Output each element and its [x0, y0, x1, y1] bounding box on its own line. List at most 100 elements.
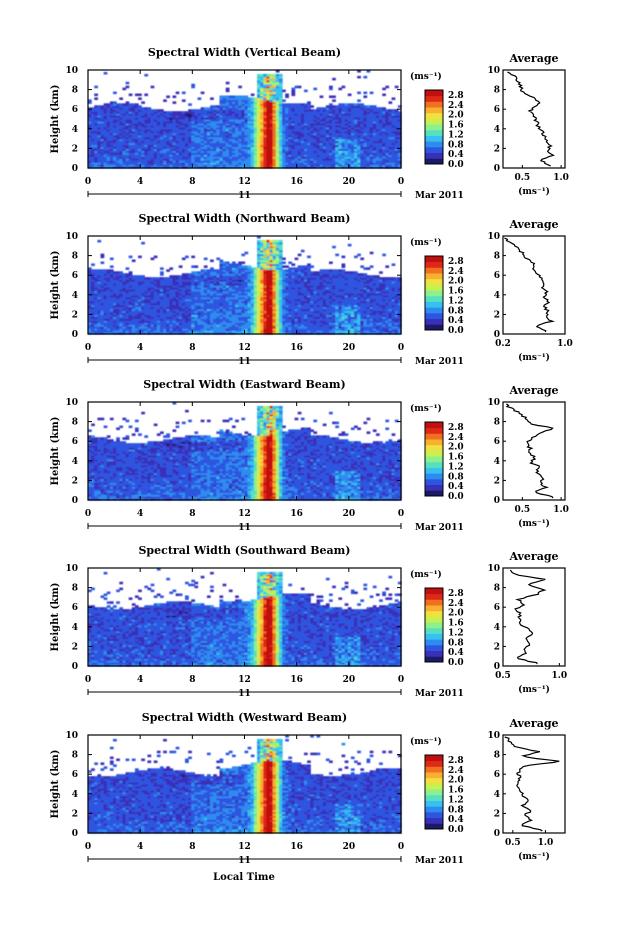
heatmap-cell — [125, 142, 130, 146]
heatmap-cell — [375, 126, 380, 130]
heatmap-cell — [166, 95, 170, 99]
heatmap-cell — [97, 152, 102, 155]
heatmap-cell — [153, 314, 158, 317]
heatmap-cell — [159, 130, 164, 134]
heatmap-cell — [178, 126, 183, 130]
heatmap-cell — [113, 281, 117, 284]
heatmap-cell — [278, 150, 283, 153]
heatmap-cell — [191, 285, 196, 288]
heatmap-cell — [200, 124, 205, 128]
heatmap-cell — [94, 128, 98, 132]
heatmap-cell — [197, 316, 202, 319]
heatmap-cell — [382, 162, 386, 165]
heatmap-cell — [97, 332, 102, 335]
heatmap-cell — [94, 285, 98, 288]
heatmap-cell — [94, 105, 98, 108]
heatmap-cell — [203, 122, 208, 126]
heatmap-cell — [285, 132, 289, 136]
heatmap-cell — [203, 296, 208, 300]
heatmap-cell — [247, 99, 252, 102]
heatmap-cell — [203, 109, 208, 112]
heatmap-cell — [325, 148, 330, 151]
heatmap-cell — [369, 122, 374, 126]
heatmap-cell — [228, 300, 233, 304]
heatmap-cell — [194, 304, 199, 308]
heatmap-cell — [282, 166, 286, 169]
heatmap-cell — [225, 267, 230, 270]
heatmap-cell — [181, 314, 186, 317]
heatmap-cell — [210, 122, 214, 126]
heatmap-cell — [288, 154, 293, 157]
heatmap-cell — [282, 126, 286, 130]
heatmap-cell — [188, 154, 192, 157]
heatmap-cell — [206, 330, 211, 333]
heatmap-cell — [125, 109, 130, 112]
heatmap-cell — [216, 277, 221, 280]
heatmap-cell — [206, 324, 211, 327]
heatmap-cell — [228, 124, 233, 128]
heatmap-cell — [153, 324, 158, 327]
heatmap-cell — [219, 324, 224, 327]
heatmap-cell — [200, 320, 205, 323]
heatmap-cell — [332, 166, 336, 169]
heatmap-cell — [119, 154, 124, 157]
panel-title: Spectral Width (Northward Beam) — [139, 212, 351, 225]
colorbar-segment — [425, 129, 443, 136]
heatmap-cell — [263, 152, 268, 155]
heatmap-cell — [250, 136, 255, 140]
heatmap-cell — [222, 326, 227, 329]
heatmap-cell — [325, 117, 330, 120]
heatmap-cell — [272, 152, 277, 155]
heatmap-cell — [91, 107, 95, 110]
heatmap-cell — [103, 330, 108, 333]
heatmap-cell — [122, 279, 127, 282]
heatmap-cell — [141, 306, 145, 310]
heatmap-cell — [363, 150, 368, 153]
heatmap-cell — [297, 158, 302, 161]
heatmap-cell — [269, 164, 274, 167]
heatmap-cell — [247, 152, 252, 155]
heatmap-cell — [197, 279, 202, 282]
heatmap-cell — [385, 164, 390, 167]
heatmap-cell — [194, 286, 199, 290]
heatmap-cell — [125, 130, 130, 134]
heatmap-cell — [106, 154, 111, 157]
heatmap-cell — [272, 138, 277, 142]
heatmap-cell — [307, 122, 311, 126]
heatmap-cell — [366, 136, 371, 140]
heatmap-cell — [228, 298, 233, 302]
heatmap-cell — [197, 111, 202, 114]
heatmap-cell — [97, 308, 102, 312]
heatmap-cell — [300, 134, 305, 138]
heatmap-cell — [166, 158, 170, 161]
month-label: Mar 2011 — [415, 191, 464, 201]
heatmap-cell — [169, 119, 174, 122]
heatmap-cell — [322, 120, 327, 124]
heatmap-cell — [100, 306, 105, 310]
heatmap-cell — [106, 120, 111, 124]
heatmap-cell — [253, 105, 258, 108]
heatmap-cell — [113, 310, 117, 314]
heatmap-cell — [257, 89, 261, 93]
heatmap-cell — [106, 107, 111, 110]
heatmap-cell — [97, 320, 102, 323]
heatmap-cell — [206, 320, 211, 323]
heatmap-cell — [178, 111, 183, 114]
heatmap-cell — [134, 138, 139, 142]
heatmap-cell — [91, 318, 95, 321]
heatmap-cell — [244, 142, 249, 146]
heatmap-cell — [188, 322, 192, 325]
heatmap-cell — [225, 81, 230, 85]
heatmap-cell — [103, 285, 108, 288]
heatmap-cell — [109, 119, 114, 122]
heatmap-cell — [131, 288, 136, 292]
heatmap-cell — [125, 312, 130, 315]
heatmap-cell — [150, 144, 155, 148]
heatmap-cell — [372, 119, 377, 122]
heatmap-cell — [291, 146, 296, 149]
heatmap-cell — [88, 150, 92, 153]
heatmap-cell — [225, 99, 230, 102]
heatmap-cell — [103, 312, 108, 315]
heatmap-cell — [181, 298, 186, 302]
heatmap-cell — [163, 117, 167, 120]
